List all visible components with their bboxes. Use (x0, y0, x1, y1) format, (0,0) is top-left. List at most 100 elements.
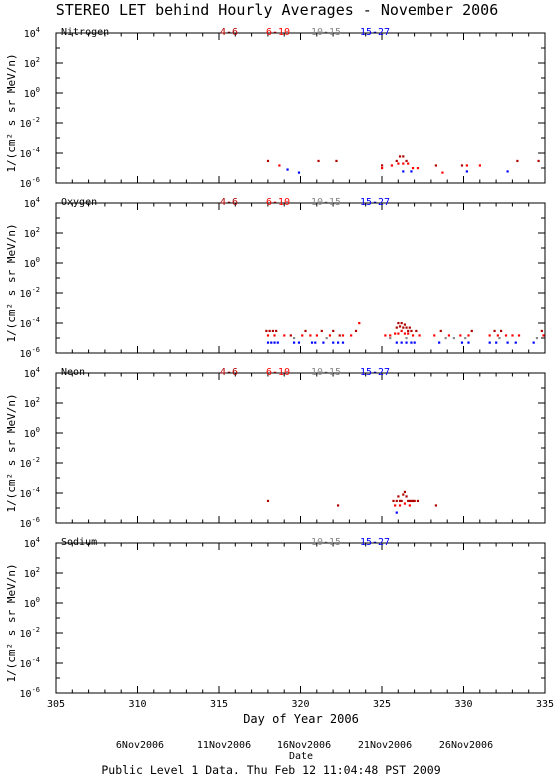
data-point-4-6 (398, 325, 402, 328)
data-point-15-27 (292, 341, 296, 344)
data-point-6-10 (403, 502, 407, 505)
data-point-4-6 (320, 329, 323, 333)
x-tick-label: 310 (128, 699, 146, 710)
data-point-6-10 (394, 332, 397, 335)
data-point-4-6 (266, 499, 270, 503)
data-point-6-10 (407, 162, 410, 165)
data-point-6-10 (301, 334, 304, 337)
data-point-15-27 (410, 170, 413, 173)
y-tick-exponent: 0 (36, 86, 40, 94)
data-point-4-6 (400, 499, 403, 503)
data-point-6-10 (397, 332, 400, 335)
data-point-4-6 (392, 499, 395, 503)
data-point-4-6 (289, 334, 292, 337)
data-point-10-15 (405, 337, 408, 340)
y-tick-label: 100 (24, 426, 40, 440)
data-point-4-6 (397, 322, 400, 325)
data-point-4-6 (395, 159, 398, 163)
x-tick-label: 335 (536, 699, 554, 710)
y-axis-label: 1/(cm² s sr MeV/n) (5, 563, 18, 682)
y-axis-label: 1/(cm² s sr MeV/n) (5, 393, 18, 512)
legend-entry: 6-10 (266, 367, 290, 378)
y-tick-label: 100 (24, 596, 40, 610)
date-label: 6Nov2006 (116, 740, 164, 751)
data-point-6-10 (411, 334, 415, 337)
y-tick-exponent: -6 (32, 516, 40, 524)
legend-entry: 10-15 (311, 197, 341, 208)
legend-entry: 10-15 (311, 367, 341, 378)
data-point-4-6 (332, 329, 335, 333)
data-point-6-10 (517, 334, 521, 337)
data-point-4-6 (405, 495, 408, 498)
data-point-6-10 (488, 334, 491, 337)
data-point-4-6 (460, 164, 464, 167)
y-tick-label: 100 (24, 256, 40, 270)
x-tick-label: 305 (47, 699, 65, 710)
y-tick-exponent: -4 (32, 316, 40, 324)
data-point-4-6 (403, 490, 407, 494)
plot-frame (55, 32, 546, 184)
data-point-4-6 (516, 159, 519, 163)
data-point-4-6 (402, 155, 405, 158)
footer-text: Public Level 1 Data. Thu Feb 12 11:04:48… (101, 763, 440, 777)
y-tick-exponent: -4 (32, 486, 40, 494)
y-tick-label: 102 (24, 226, 40, 240)
panel-species-label: Nitrogen (61, 27, 109, 38)
data-point-6-10 (418, 334, 421, 337)
data-point-6-10 (504, 334, 508, 337)
date-axis-label: Date (289, 751, 313, 762)
data-point-6-10 (441, 171, 444, 174)
panel-sodium: 10-6 10-4 10-2 100 102 104 1/(cm² s sr MeV/n) S… (5, 536, 554, 710)
data-point-4-6 (415, 329, 418, 333)
legend-entry: 4-6 (220, 197, 238, 208)
y-tick-exponent: -2 (32, 286, 40, 294)
data-point-6-10 (341, 334, 345, 337)
data-point-15-27 (297, 171, 301, 174)
panel-neon: 10-6 10-4 10-2 100 102 104 1/(cm² s sr MeV/n) N… (5, 366, 546, 530)
date-label: 21Nov2006 (358, 740, 412, 751)
data-point-4-6 (271, 329, 274, 333)
data-point-10-15 (444, 337, 447, 340)
date-label: 11Nov2006 (197, 740, 251, 751)
y-tick-label: 102 (24, 56, 40, 70)
data-point-6-10 (315, 334, 318, 337)
data-point-4-6 (275, 329, 278, 333)
data-point-6-10 (394, 504, 397, 507)
data-point-15-27 (276, 341, 279, 344)
data-point-10-15 (452, 337, 455, 340)
y-tick-exponent: 4 (36, 26, 40, 34)
y-tick-exponent: 2 (36, 396, 40, 404)
data-point-4-6 (411, 499, 415, 503)
x-tick-label: 330 (454, 699, 472, 710)
y-tick-exponent: -6 (32, 686, 40, 694)
data-point-4-6 (397, 495, 400, 498)
panel-oxygen: 10-6 10-4 10-2 100 102 104 1/(cm² s sr MeV/n) O… (5, 196, 546, 360)
data-point-4-6 (410, 499, 413, 503)
data-point-6-10 (433, 334, 436, 337)
data-point-6-10 (459, 334, 462, 337)
y-tick-exponent: -2 (32, 116, 40, 124)
data-point-15-27 (314, 341, 317, 344)
data-point-6-10 (542, 334, 545, 337)
data-point-6-10 (407, 332, 410, 335)
y-tick-label: 10-2 (20, 626, 40, 640)
panel-species-label: Sodium (61, 537, 97, 548)
plot-frame (55, 542, 546, 694)
data-point-15-27 (506, 170, 509, 173)
data-point-6-10 (511, 334, 514, 337)
data-point-15-27 (402, 170, 405, 173)
y-tick-exponent: 0 (36, 596, 40, 604)
data-point-4-6 (402, 493, 405, 496)
data-point-4-6 (398, 499, 402, 503)
data-point-6-10 (467, 334, 470, 337)
legend-entry: 10-15 (311, 27, 341, 38)
y-tick-label: 102 (24, 566, 40, 580)
legend-entry: 10-15 (311, 537, 341, 548)
data-point-6-10 (283, 334, 286, 337)
data-point-15-27 (286, 168, 289, 171)
data-point-15-27 (266, 341, 270, 344)
data-point-15-27 (273, 341, 276, 344)
data-point-6-10 (400, 329, 403, 333)
legend-entry: 6-10 (266, 27, 290, 38)
data-point-4-6 (408, 499, 411, 503)
